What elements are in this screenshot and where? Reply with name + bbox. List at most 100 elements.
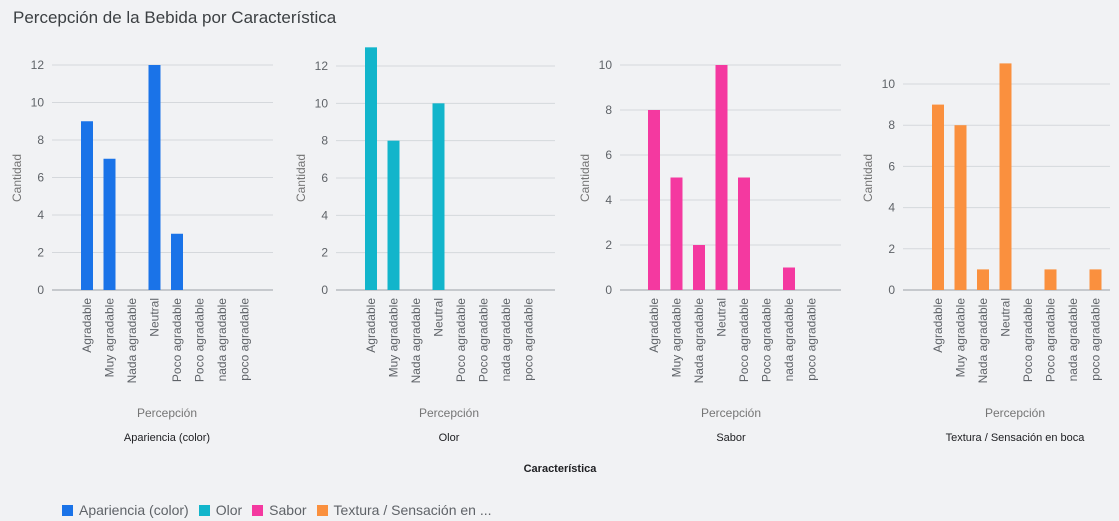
x-tick-label: nada agradable (499, 298, 513, 382)
facet-label: Sabor (716, 432, 746, 444)
x-tick-label: Nada agradable (692, 298, 706, 384)
x-tick-label: Poco agradable (1044, 298, 1058, 382)
y-axis-title: Cantidad (578, 154, 592, 202)
x-tick-label: Poco agradable (454, 298, 468, 382)
x-tick-label: Poco agradable (477, 298, 491, 382)
y-tick-label: 8 (321, 134, 328, 148)
x-tick-label: nada agradable (1066, 298, 1080, 382)
bar (693, 245, 705, 290)
legend-item[interactable]: Olor (198, 502, 243, 518)
legend-label: Textura / Sensación en ... (333, 502, 492, 518)
x-tick-label: poco agradable (522, 298, 536, 381)
x-tick-label: Neutral (432, 298, 446, 337)
y-axis-title: Cantidad (861, 154, 875, 202)
bar (387, 140, 400, 290)
y-axis-title: Cantidad (294, 154, 308, 202)
chart-legend: Apariencia (color) Olor Sabor Textura / Sen… (62, 502, 502, 518)
x-axis-title: Percepción (985, 406, 1045, 420)
x-tick-label: Poco agradable (1021, 298, 1035, 382)
y-tick-label: 10 (599, 58, 613, 72)
x-tick-label: Poco agradable (170, 298, 184, 382)
x-tick-label: Nada agradable (976, 298, 990, 384)
y-tick-label: 0 (321, 283, 328, 297)
legend-item[interactable]: Apariencia (color) (62, 502, 189, 518)
x-tick-label: Muy agradable (103, 298, 117, 378)
x-axis-title: Percepción (419, 406, 479, 420)
bar (715, 65, 728, 290)
y-tick-label: 6 (37, 171, 44, 185)
x-tick-label: Muy agradable (387, 298, 401, 378)
x-tick-label: Poco agradable (760, 298, 774, 382)
y-tick-label: 4 (888, 201, 895, 215)
x-tick-label: nada agradable (782, 298, 796, 382)
y-tick-label: 6 (888, 159, 895, 173)
x-tick-label: Neutral (715, 298, 729, 337)
y-tick-label: 4 (321, 208, 328, 222)
bar (999, 63, 1012, 291)
bar (648, 110, 660, 290)
x-tick-label: Agradable (364, 298, 378, 353)
legend-label: Olor (215, 502, 243, 518)
bar (954, 125, 967, 290)
x-tick-label: Nada agradable (409, 298, 423, 384)
y-tick-label: 2 (888, 242, 895, 256)
bar (171, 233, 183, 290)
bar (103, 158, 116, 290)
facet-label: Textura / Sensación en boca (946, 432, 1086, 444)
y-tick-label: 8 (888, 118, 895, 132)
bar (1044, 269, 1057, 290)
x-tick-label: Muy agradable (954, 298, 968, 378)
y-tick-label: 8 (605, 103, 612, 117)
y-tick-label: 10 (315, 96, 329, 110)
y-tick-label: 0 (37, 283, 44, 297)
x-tick-label: Nada agradable (125, 298, 139, 384)
x-axis-title: Percepción (701, 406, 761, 420)
x-tick-label: Poco agradable (737, 298, 751, 382)
x-tick-label: Neutral (999, 298, 1013, 337)
y-axis-title: Cantidad (10, 154, 24, 202)
x-tick-label: poco agradable (1089, 298, 1103, 381)
legend-swatch (62, 504, 73, 516)
bar (932, 104, 944, 290)
y-tick-label: 12 (31, 58, 45, 72)
y-tick-label: 2 (605, 238, 612, 252)
x-tick-label: poco agradable (805, 298, 819, 381)
chart-title: Percepción de la Bebida por Característi… (13, 8, 337, 27)
bar (1089, 269, 1102, 290)
bar (670, 177, 683, 290)
legend-swatch (252, 504, 264, 516)
bar (977, 269, 989, 290)
legend-label: Apariencia (color) (79, 502, 189, 518)
y-tick-label: 4 (605, 193, 612, 207)
y-tick-label: 12 (315, 59, 329, 73)
y-tick-label: 10 (882, 77, 896, 91)
legend-label: Sabor (269, 502, 307, 518)
x-tick-label: poco agradable (238, 298, 252, 381)
y-tick-label: 8 (37, 133, 44, 147)
y-tick-label: 6 (605, 148, 612, 162)
legend-item[interactable]: Sabor (252, 502, 307, 518)
legend-item[interactable]: Textura / Sensación en ... (316, 502, 492, 518)
bar (365, 47, 377, 291)
y-tick-label: 6 (321, 171, 328, 185)
x-tick-label: Poco agradable (193, 298, 207, 382)
y-tick-label: 4 (37, 208, 44, 222)
x-tick-label: Agradable (80, 298, 94, 353)
y-tick-label: 10 (31, 96, 45, 110)
x-tick-label: Muy agradable (670, 298, 684, 378)
x-tick-label: Agradable (647, 298, 661, 353)
facet-label: Olor (439, 432, 460, 444)
bar (81, 121, 93, 290)
outer-x-axis-title: Característica (524, 463, 598, 475)
bar (432, 103, 445, 290)
legend-swatch (198, 504, 210, 516)
y-tick-label: 2 (37, 246, 44, 260)
y-tick-label: 2 (321, 246, 328, 260)
x-tick-label: Agradable (931, 298, 945, 353)
bar (783, 267, 795, 290)
x-axis-title: Percepción (137, 406, 197, 420)
bar (148, 65, 161, 290)
x-tick-label: Neutral (148, 298, 162, 337)
y-tick-label: 0 (888, 283, 895, 297)
